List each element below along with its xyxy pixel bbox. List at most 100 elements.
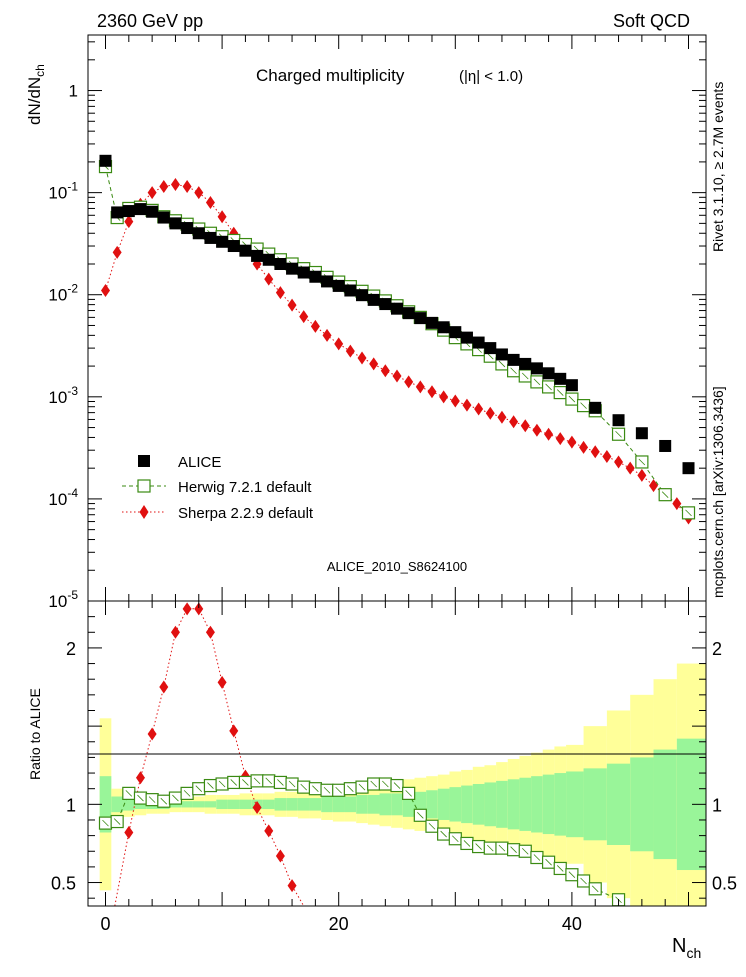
herwig-ratio-point-18 xyxy=(308,782,322,796)
ratio-y-tick-label-left-0: 0.5 xyxy=(51,874,76,894)
band-inner-36 xyxy=(519,777,532,831)
band-inner-15 xyxy=(274,798,287,811)
band-inner-8 xyxy=(192,801,205,808)
band-inner-20 xyxy=(332,796,345,813)
alice-point-14 xyxy=(262,253,275,266)
alice-point-17 xyxy=(297,266,310,279)
sherpa-point-18 xyxy=(310,319,320,333)
sherpa-point-15 xyxy=(275,286,285,300)
alice-point-22 xyxy=(356,289,369,302)
band-inner-35 xyxy=(507,779,520,830)
alice-point-37 xyxy=(530,362,543,375)
herwig-ratio-point-4 xyxy=(145,793,159,807)
alice-point-6 xyxy=(169,217,182,230)
herwig-ratio-point-5-tick xyxy=(160,797,168,805)
sherpa-ratio-point-5 xyxy=(170,625,180,639)
alice-point-9 xyxy=(204,231,217,244)
sherpa-point-9 xyxy=(205,196,215,210)
alice-point-44 xyxy=(659,439,672,452)
herwig-ratio-point-3 xyxy=(133,791,148,805)
herwig-ratio-point-18-tick xyxy=(312,785,319,792)
herwig-ratio-point-28 xyxy=(425,819,439,833)
band-inner-7 xyxy=(181,801,193,808)
herwig-point-43 xyxy=(611,427,626,441)
alice-point-35 xyxy=(507,353,520,366)
alice-point-23 xyxy=(367,293,380,306)
herwig-point-44-tick xyxy=(638,458,646,466)
band-inner-11 xyxy=(227,799,240,810)
alice-point-2 xyxy=(122,205,135,218)
band-inner-23 xyxy=(367,794,380,814)
herwig-ratio-point-14-tick xyxy=(265,777,273,785)
alice-point-31 xyxy=(460,331,473,344)
sherpa-point-4 xyxy=(147,186,157,200)
herwig-point-34-tick xyxy=(498,360,506,368)
herwig-point-35 xyxy=(507,364,521,378)
herwig-ratio-point-8-tick xyxy=(195,785,203,792)
sherpa-ratio-point-6 xyxy=(182,602,192,616)
sherpa-point-30 xyxy=(450,394,460,408)
sherpa-point-20 xyxy=(334,337,344,351)
sherpa-point-37 xyxy=(532,423,542,437)
herwig-point-38-tick xyxy=(545,383,552,391)
herwig-ratio-point-11-tick xyxy=(230,779,238,786)
herwig-ratio-point-42-tick xyxy=(591,885,599,893)
ratio-y-tick-label-right-2: 2 xyxy=(712,639,722,659)
alice-point-7 xyxy=(181,222,194,235)
herwig-ratio-point-8 xyxy=(192,782,206,796)
herwig-ratio-point-0-tick xyxy=(102,819,109,827)
sherpa-ratio-point-2 xyxy=(135,771,145,785)
herwig-ratio-point-7 xyxy=(180,786,194,800)
x-axis-label: Nch xyxy=(672,935,701,961)
band-inner-28 xyxy=(426,790,438,819)
herwig-ratio-point-14 xyxy=(262,774,276,788)
main-y-axis-label: dN/dNch xyxy=(25,64,47,125)
herwig-ratio-point-21-tick xyxy=(347,785,354,792)
herwig-point-37-tick xyxy=(533,378,541,386)
herwig-ratio-point-37 xyxy=(530,850,544,865)
sherpa-ratio-point-12 xyxy=(252,800,262,814)
herwig-ratio-point-33-tick xyxy=(487,844,494,852)
alice-point-40 xyxy=(565,379,578,392)
herwig-point-41-tick xyxy=(580,402,587,409)
herwig-point-39 xyxy=(553,385,567,400)
herwig-ratio-point-16 xyxy=(285,777,299,791)
alice-point-26 xyxy=(402,307,415,320)
sherpa-point-27 xyxy=(415,380,425,394)
herwig-point-36 xyxy=(518,369,532,383)
alice-point-19 xyxy=(321,275,334,288)
herwig-ratio-point-1 xyxy=(110,814,124,829)
alice-point-45 xyxy=(682,462,695,475)
alice-point-32 xyxy=(472,336,485,349)
herwig-ratio-point-37-tick xyxy=(533,854,541,861)
sherpa-point-2 xyxy=(124,215,134,229)
ratio-y-tick-label-left-2: 2 xyxy=(66,639,76,659)
sherpa-ratio-point-1 xyxy=(124,825,134,839)
sherpa-point-33 xyxy=(485,406,495,420)
sherpa-point-43 xyxy=(602,450,612,464)
sherpa-point-29 xyxy=(439,390,449,404)
herwig-ratio-point-30-tick xyxy=(452,835,459,843)
herwig-ratio-point-34 xyxy=(495,841,509,855)
sherpa-point-17 xyxy=(299,310,309,324)
herwig-ratio-point-39-tick xyxy=(556,865,564,872)
herwig-ratio-point-29 xyxy=(437,827,451,841)
herwig-ratio-point-4-tick xyxy=(148,796,156,803)
sherpa-point-38 xyxy=(544,427,554,441)
sherpa-point-47 xyxy=(649,479,659,493)
herwig-ratio-point-38-tick xyxy=(545,858,552,866)
band-inner-29 xyxy=(437,788,450,820)
plot-title: Charged multiplicity xyxy=(256,66,405,85)
herwig-ratio-point-36 xyxy=(518,844,532,858)
sherpa-point-10 xyxy=(217,210,227,224)
sherpa-ratio-point-15 xyxy=(287,879,297,893)
herwig-point-41 xyxy=(576,399,591,413)
herwig-ratio-point-17-tick xyxy=(300,783,307,791)
sherpa-point-41 xyxy=(579,440,589,454)
herwig-ratio-point-13 xyxy=(250,774,264,788)
sherpa-point-36 xyxy=(520,419,530,433)
band-inner-42 xyxy=(606,763,631,845)
herwig-ratio-point-11 xyxy=(227,775,241,790)
herwig-ratio-point-15-tick xyxy=(277,779,284,786)
alice-point-16 xyxy=(286,262,299,275)
